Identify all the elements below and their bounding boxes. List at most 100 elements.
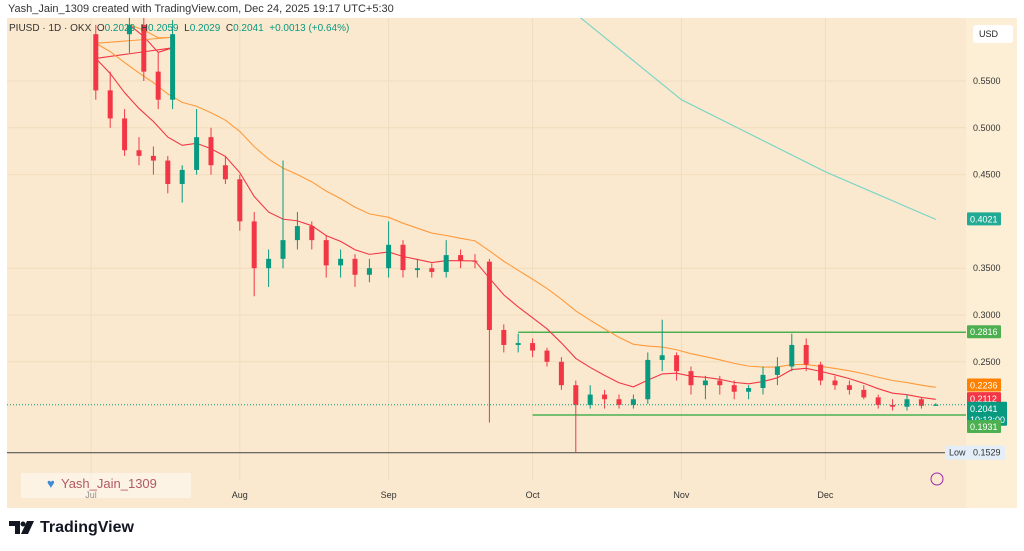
watermark-text: Yash_Jain_1309 — [61, 476, 157, 491]
candle — [904, 399, 910, 407]
close-value: 0.2041 — [233, 23, 264, 34]
candle — [933, 404, 939, 406]
symbol-legend: PIUSD · 1D · OKX O0.2029 H0.2059 L0.2029… — [9, 23, 349, 34]
high-label: H — [140, 23, 148, 34]
ema-slow-line — [93, 24, 936, 388]
logo-text: TradingView — [40, 519, 134, 536]
candle — [702, 380, 708, 386]
x-tick-label: Oct — [526, 490, 541, 500]
price-label-bg — [967, 401, 1007, 426]
author-watermark: ♥ Yash_Jain_1309 — [21, 473, 191, 498]
candle — [366, 268, 372, 275]
candle — [803, 344, 809, 365]
candle — [414, 268, 420, 271]
candle — [280, 240, 286, 259]
candle — [179, 169, 185, 184]
high-value: 0.2059 — [147, 23, 179, 34]
x-tick-label: Nov — [673, 490, 690, 500]
x-tick-label: Aug — [232, 490, 248, 500]
open-value: 0.2029 — [104, 23, 136, 34]
candle — [266, 258, 272, 269]
low-value: 0.1529 — [973, 448, 1001, 458]
candle — [573, 385, 579, 405]
candle — [472, 260, 478, 262]
countdown-label: 10:13:00 — [970, 415, 1005, 425]
candle — [458, 255, 464, 261]
candle — [338, 258, 344, 266]
tradingview-logo[interactable]: TradingView — [9, 519, 134, 537]
candle — [294, 226, 300, 241]
candle — [136, 150, 142, 156]
candle — [165, 160, 171, 184]
candle — [861, 389, 867, 398]
candle — [150, 155, 156, 161]
candle — [107, 90, 113, 119]
candle — [443, 255, 449, 272]
candle — [846, 385, 852, 390]
low-label: Low — [949, 448, 966, 458]
chart-credit: Yash_Jain_1309 created with TradingView.… — [8, 3, 394, 15]
price-label-bg — [967, 420, 1001, 434]
candle — [918, 399, 924, 406]
price-label: 0.4021 — [970, 214, 998, 224]
candle — [515, 343, 521, 345]
candle — [155, 71, 161, 100]
price-label: 0.2112 — [970, 394, 997, 404]
y-tick-label: 0.5000 — [973, 123, 1001, 133]
open-label: O — [96, 23, 105, 34]
candle — [141, 24, 147, 72]
y-tick-label: 0.4500 — [973, 170, 1001, 180]
candle — [237, 179, 243, 222]
candle — [309, 226, 315, 241]
candle — [544, 350, 550, 362]
x-tick-label: Dec — [817, 490, 834, 500]
candle — [93, 34, 99, 91]
candle — [659, 355, 665, 360]
candle — [875, 397, 881, 405]
candle — [558, 361, 564, 386]
candle — [630, 399, 636, 405]
candle — [126, 24, 132, 35]
candle — [587, 394, 593, 405]
candle — [602, 394, 608, 400]
candle — [674, 355, 680, 372]
candle — [832, 380, 838, 386]
candle — [616, 399, 622, 405]
chart-area[interactable]: PIUSD · 1D · OKX O0.2029 H0.2059 L0.2029… — [7, 18, 1017, 508]
candle — [530, 343, 536, 351]
candle — [731, 385, 737, 392]
heart-icon: ♥ — [47, 476, 55, 491]
price-label: 0.1931 — [970, 422, 998, 432]
candle — [170, 34, 176, 100]
y-tick-label: 0.3500 — [973, 263, 1001, 273]
currency-button[interactable]: USD — [973, 25, 1013, 43]
candle — [818, 364, 824, 381]
candle — [774, 366, 780, 375]
ma-long-line — [579, 18, 937, 220]
lightning-icon — [930, 472, 944, 486]
price-label-bg — [967, 325, 1001, 339]
tradingview-logo-icon — [9, 521, 34, 534]
candle — [429, 268, 435, 272]
candle — [789, 344, 795, 367]
candle — [352, 258, 358, 275]
candle — [386, 244, 392, 269]
close-label: C — [225, 23, 234, 34]
price-label-bg — [967, 212, 1001, 226]
candle — [251, 221, 257, 269]
candle — [717, 380, 723, 386]
price-label: 0.2236 — [970, 381, 998, 391]
y-tick-label: 0.2500 — [973, 357, 1001, 367]
price-chart: Jul Aug Sep Oct Nov Dec 0.5500 0.5000 0.4500 0.35… — [7, 18, 1007, 500]
candle — [760, 374, 766, 389]
change-value: +0.0013 (+0.64%) — [269, 23, 350, 34]
symbol[interactable]: PIUSD · 1D · OKX — [9, 23, 92, 34]
candle — [890, 404, 896, 407]
candle — [400, 244, 406, 271]
price-label: 0.2041 — [970, 404, 998, 414]
low-value: 0.2029 — [189, 23, 221, 34]
candle — [645, 359, 651, 400]
candle — [323, 240, 329, 266]
candle — [122, 118, 128, 151]
price-label-bg — [967, 378, 1001, 392]
